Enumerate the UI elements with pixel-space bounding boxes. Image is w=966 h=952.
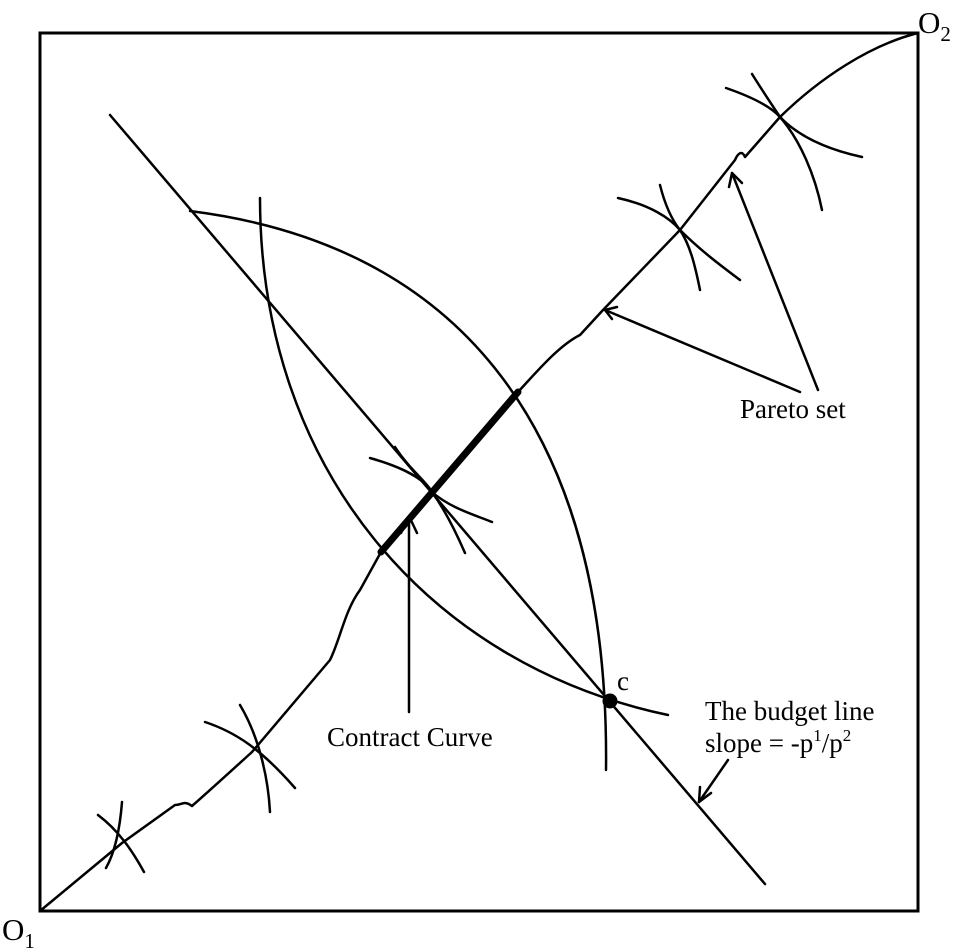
contract-curve-arrowhead xyxy=(399,514,419,535)
budget-line-label-line2: slope = -p1/p2 xyxy=(705,726,851,758)
tangent-pair-1 xyxy=(96,800,146,874)
tangent-pair-5 xyxy=(724,72,864,212)
point-c xyxy=(602,693,618,709)
pareto-set-arrowhead-1 xyxy=(603,305,619,321)
indifference-curve-consumer-2 xyxy=(188,209,608,772)
budget-line-label-line1: The budget line xyxy=(705,696,874,726)
edgeworth-box-frame xyxy=(38,31,920,913)
origin-o2-label: O2 xyxy=(918,5,951,46)
tangent-pair-4 xyxy=(616,183,742,292)
tangent-pair-3 xyxy=(368,445,494,555)
budget-line-arrow xyxy=(697,758,730,804)
pareto-set-arrow-1 xyxy=(603,308,802,394)
origin-o1-label: O1 xyxy=(2,912,35,952)
contract-curve-segment xyxy=(377,388,522,556)
pareto-set-arrowhead-2 xyxy=(727,171,744,189)
point-c-label: c xyxy=(617,666,629,696)
budget-line-arrowhead xyxy=(697,785,713,804)
pareto-set-label: Pareto set xyxy=(740,394,846,424)
indifference-curve-consumer-1 xyxy=(258,196,670,717)
contract-curve-label: Contract Curve xyxy=(327,722,493,752)
pareto-set-curve-upper xyxy=(516,31,920,394)
tangent-pair-2 xyxy=(203,703,297,814)
pareto-set-arrow-2 xyxy=(730,171,820,392)
pareto-set-curve-lower xyxy=(38,550,383,913)
